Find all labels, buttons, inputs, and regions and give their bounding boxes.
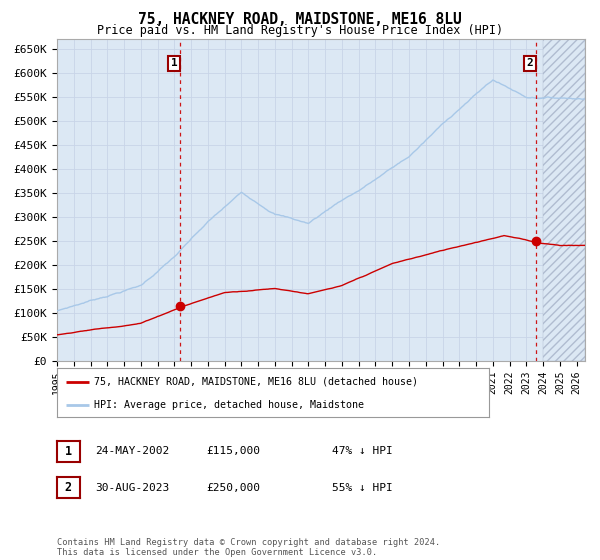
Text: 2: 2 xyxy=(65,481,72,494)
Text: 47% ↓ HPI: 47% ↓ HPI xyxy=(332,446,392,456)
Text: 55% ↓ HPI: 55% ↓ HPI xyxy=(332,483,392,493)
Text: 75, HACKNEY ROAD, MAIDSTONE, ME16 8LU (detached house): 75, HACKNEY ROAD, MAIDSTONE, ME16 8LU (d… xyxy=(94,377,418,387)
Text: 30-AUG-2023: 30-AUG-2023 xyxy=(95,483,169,493)
Text: £250,000: £250,000 xyxy=(206,483,260,493)
Text: 1: 1 xyxy=(65,445,72,458)
Text: HPI: Average price, detached house, Maidstone: HPI: Average price, detached house, Maid… xyxy=(94,400,364,410)
Text: 75, HACKNEY ROAD, MAIDSTONE, ME16 8LU: 75, HACKNEY ROAD, MAIDSTONE, ME16 8LU xyxy=(138,12,462,27)
Text: £115,000: £115,000 xyxy=(206,446,260,456)
Text: Price paid vs. HM Land Registry's House Price Index (HPI): Price paid vs. HM Land Registry's House … xyxy=(97,24,503,37)
Text: 2: 2 xyxy=(527,58,533,68)
Text: 1: 1 xyxy=(170,58,178,68)
Text: 24-MAY-2002: 24-MAY-2002 xyxy=(95,446,169,456)
Text: Contains HM Land Registry data © Crown copyright and database right 2024.
This d: Contains HM Land Registry data © Crown c… xyxy=(57,538,440,557)
